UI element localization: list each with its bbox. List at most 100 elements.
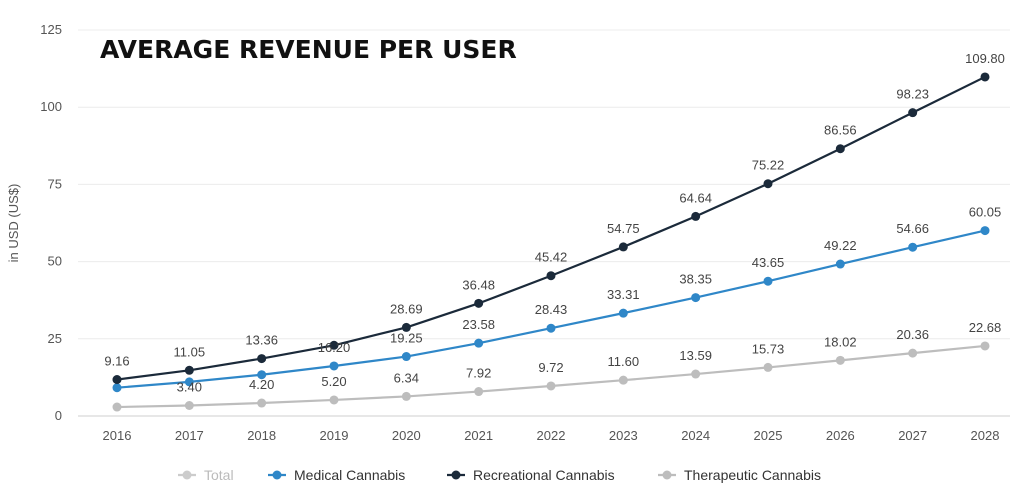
data-point-medical-cannabis[interactable] — [401, 352, 411, 362]
data-point-recreational-cannabis[interactable] — [908, 108, 918, 118]
data-label: 49.22 — [824, 238, 857, 253]
data-label: 54.75 — [607, 221, 640, 236]
data-point-recreational-cannabis[interactable] — [546, 271, 556, 281]
x-tick-label: 2026 — [826, 428, 855, 443]
data-point-therapeutic-cannabis[interactable] — [184, 401, 194, 411]
data-label: 36.48 — [462, 277, 495, 292]
data-label: 109.80 — [965, 51, 1005, 66]
data-point-recreational-cannabis[interactable] — [257, 354, 267, 364]
x-tick-label: 2018 — [247, 428, 276, 443]
data-point-medical-cannabis[interactable] — [763, 276, 773, 286]
data-point-medical-cannabis[interactable] — [691, 293, 701, 303]
data-label: 4.20 — [249, 377, 274, 392]
legend-label: Recreational Cannabis — [473, 467, 615, 483]
data-point-therapeutic-cannabis[interactable] — [474, 387, 484, 397]
data-point-medical-cannabis[interactable] — [329, 361, 339, 371]
legend-item-medical-cannabis[interactable]: Medical Cannabis — [268, 467, 405, 483]
x-tick-label: 2016 — [103, 428, 132, 443]
data-point-recreational-cannabis[interactable] — [763, 179, 773, 189]
x-tick-label: 2019 — [320, 428, 349, 443]
data-point-recreational-cannabis[interactable] — [112, 375, 122, 385]
data-label: 7.92 — [466, 366, 491, 381]
data-point-medical-cannabis[interactable] — [908, 242, 918, 252]
y-tick-label: 0 — [55, 408, 62, 423]
data-point-recreational-cannabis[interactable] — [329, 340, 339, 350]
legend-swatch-dot — [662, 470, 672, 480]
data-label: 15.73 — [752, 341, 785, 356]
data-point-medical-cannabis[interactable] — [112, 383, 122, 393]
data-label: 38.35 — [679, 272, 712, 287]
data-label: 18.02 — [824, 334, 857, 349]
data-point-recreational-cannabis[interactable] — [835, 144, 845, 154]
data-point-therapeutic-cannabis[interactable] — [401, 391, 411, 401]
data-label: 6.34 — [394, 370, 419, 385]
data-point-medical-cannabis[interactable] — [980, 226, 990, 236]
legend-label: Therapeutic Cannabis — [684, 467, 821, 483]
data-point-therapeutic-cannabis[interactable] — [835, 355, 845, 365]
y-tick-label: 75 — [48, 176, 62, 191]
data-label: 13.59 — [679, 348, 712, 363]
x-tick-label: 2021 — [464, 428, 493, 443]
data-label: 23.58 — [462, 317, 495, 332]
data-label: 19.25 — [390, 331, 423, 346]
data-point-medical-cannabis[interactable] — [474, 338, 484, 348]
data-label: 43.65 — [752, 255, 785, 270]
data-point-recreational-cannabis[interactable] — [691, 211, 701, 221]
data-point-therapeutic-cannabis[interactable] — [763, 362, 773, 372]
data-label: 3.40 — [177, 380, 202, 395]
data-point-medical-cannabis[interactable] — [257, 370, 267, 380]
data-label: 75.22 — [752, 158, 785, 173]
legend-swatch-dot — [182, 470, 192, 480]
chart-title: AVERAGE REVENUE PER USER — [100, 35, 517, 64]
data-point-therapeutic-cannabis[interactable] — [329, 395, 339, 405]
data-label: 54.66 — [896, 221, 929, 236]
data-label: 20.36 — [896, 327, 929, 342]
data-label: 5.20 — [321, 374, 346, 389]
data-label: 11.05 — [174, 344, 206, 359]
data-point-therapeutic-cannabis[interactable] — [908, 348, 918, 358]
data-point-therapeutic-cannabis[interactable] — [980, 341, 990, 351]
data-point-recreational-cannabis[interactable] — [618, 242, 628, 252]
data-point-therapeutic-cannabis[interactable] — [546, 381, 556, 391]
data-label: 33.31 — [607, 287, 640, 302]
data-label: 16.20 — [318, 340, 351, 355]
y-tick-label: 100 — [40, 99, 62, 114]
data-labels: 9.16 11.05 13.36 28.69 36.48 45.42 54.75 64.64 7… — [104, 51, 1005, 395]
x-tick-label: 2025 — [754, 428, 783, 443]
data-label: 45.42 — [535, 250, 568, 265]
data-point-recreational-cannabis[interactable] — [980, 72, 990, 82]
legend-label: Medical Cannabis — [294, 467, 405, 483]
y-axis-ticks: 0 25 50 75 100 125 — [40, 22, 62, 423]
data-point-medical-cannabis[interactable] — [618, 308, 628, 318]
data-label: 98.23 — [896, 87, 929, 102]
data-point-therapeutic-cannabis[interactable] — [257, 398, 267, 408]
data-point-medical-cannabis[interactable] — [835, 259, 845, 269]
legend-item-therapeutic-cannabis[interactable]: Therapeutic Cannabis — [658, 467, 821, 483]
legend-label: Total — [204, 467, 234, 483]
data-point-recreational-cannabis[interactable] — [184, 365, 194, 375]
data-label: 64.64 — [679, 190, 712, 205]
data-label: 9.72 — [538, 360, 563, 375]
data-point-therapeutic-cannabis[interactable] — [691, 369, 701, 379]
grid-lines — [78, 29, 1010, 340]
x-tick-label: 2027 — [898, 428, 927, 443]
data-label: 28.69 — [390, 301, 423, 316]
data-point-medical-cannabis[interactable] — [546, 323, 556, 333]
data-point-recreational-cannabis[interactable] — [474, 298, 484, 308]
data-point-medical-cannabis[interactable] — [184, 377, 194, 387]
data-label: 28.43 — [535, 302, 568, 317]
data-label: 86.56 — [824, 123, 857, 138]
data-label: 22.68 — [969, 320, 1002, 335]
data-point-recreational-cannabis[interactable] — [401, 322, 411, 332]
x-tick-label: 2024 — [681, 428, 710, 443]
legend-swatch-dot — [272, 470, 282, 480]
data-point-therapeutic-cannabis[interactable] — [112, 402, 122, 412]
legend-item-recreational-cannabis[interactable]: Recreational Cannabis — [447, 467, 615, 483]
x-tick-label: 2023 — [609, 428, 638, 443]
y-tick-label: 25 — [48, 331, 62, 346]
x-tick-label: 2017 — [175, 428, 204, 443]
legend-item-total[interactable]: Total — [178, 467, 234, 483]
x-tick-label: 2028 — [971, 428, 1000, 443]
data-point-therapeutic-cannabis[interactable] — [618, 375, 628, 385]
